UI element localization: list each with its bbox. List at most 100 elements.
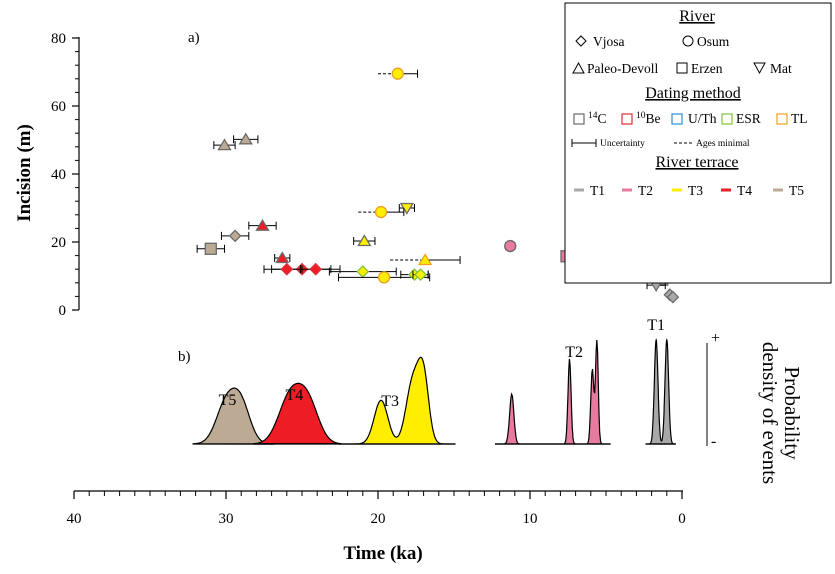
data-point [299,262,332,276]
pd-plus-label: + [711,330,720,347]
legend-river-paleo-devoll: Paleo-Devoll [572,61,658,76]
square-icon [671,113,683,125]
pd-minus-label: - [711,433,716,450]
y-ticks: 0 20 40 60 80 [51,31,79,319]
triangle-up-icon [275,251,290,264]
triangle-up-icon [238,132,253,145]
data-point [196,242,225,255]
error-bar-icon [571,139,597,147]
circle-icon [374,205,388,219]
legend-terrace-label: T4 [737,183,752,198]
legend-river-label: Paleo-Devoll [587,61,658,76]
legend-terrace-label: T5 [789,183,804,198]
legend-river-title: River [679,8,715,25]
legend-method-label: 10Be [636,111,661,126]
legend-river-label: Vjosa [593,34,625,49]
density-label-t3: T3 [381,393,399,410]
square-icon [621,113,633,125]
probability-density-axis: + - Probability density of events [706,330,804,484]
density-curve-t1 [645,338,676,445]
legend-river-erzen: Erzen [676,61,723,76]
y-tick-label: 20 [51,235,66,251]
legend-method-tl: TL [776,111,808,126]
density-label-t1: T1 [647,317,665,334]
x-tick-label: 20 [371,511,386,527]
pd-title-line1: Probability [780,366,804,460]
triangle-up-icon [357,234,372,247]
legend-terrace-label: T3 [688,183,703,198]
legend-method-10be: 10Be [621,111,661,126]
data-point [666,290,680,304]
diamond-icon [280,262,294,276]
y-tick-label: 0 [59,303,67,319]
x-axis-title: Time (ka) [343,543,422,564]
data-point [412,268,429,282]
density-labels: T5 T4 T3 T2 T1 [219,317,665,410]
panel-label-b: b) [178,349,191,365]
legend-river-label: Mat [770,61,792,76]
legend-river-label: Osum [697,34,730,49]
circle-icon [391,67,404,80]
diamond-icon [575,35,587,47]
legend-method-label: ESR [736,111,761,126]
legend-ages-minimal-label: Ages minimal [696,139,750,149]
density-label-t2: T2 [565,344,583,361]
data-point [220,229,250,243]
legend-method-14c: 14C [573,111,607,126]
legend: River Vjosa Osum Paleo-Devoll Erzen Mat … [564,2,832,284]
circle-icon [504,239,517,253]
legend-terrace-t1: T1 [574,183,605,198]
data-point [248,218,277,231]
legend-method-title: Dating method [645,85,741,102]
circle-icon [377,271,391,284]
diamond-icon [414,268,427,282]
square-icon [676,62,688,74]
data-point [378,67,419,80]
y-tick-label: 40 [51,167,66,183]
y-axis: 0 20 40 60 80 Incision (m) [14,31,80,319]
data-point [358,205,405,219]
legend-method-label: U/Th [688,111,717,126]
x-tick-label: 0 [678,511,686,527]
legend-river-vjosa: Vjosa [575,34,625,49]
y-tick-label: 80 [51,31,66,47]
data-point [233,132,259,145]
data-point [504,239,517,253]
diamond-icon [309,262,323,276]
legend-uncertainty-label: Uncertainty [600,139,645,149]
triangle-up-icon [255,218,270,231]
data-point [213,138,236,151]
density-label-t4: T4 [286,387,304,404]
y-axis-title: Incision (m) [14,124,35,222]
diamond-icon [666,290,680,304]
triangle-up-icon [572,61,585,74]
circle-icon [682,35,694,47]
x-tick-label: 30 [219,511,234,527]
triangle-down-icon [753,62,766,75]
x-tick-label: 10 [523,511,538,527]
diamond-icon [356,265,370,278]
legend-method-label: 14C [588,111,607,126]
legend-river-osum: Osum [682,34,730,49]
diamond-icon [228,229,242,243]
x-tick-label: 40 [67,511,82,527]
legend-river-mat: Mat [753,61,792,76]
legend-terrace-t5: T5 [773,183,804,198]
legend-method-esr: ESR [721,111,761,126]
density-curve-t5 [192,387,275,445]
legend-terraces: T1 T2 T3 T4 T5 [574,183,804,198]
data-point [390,253,461,266]
square-icon [721,113,733,125]
density-curves [192,338,676,445]
x-axis: 40 30 20 10 0 Time (ka) [67,490,686,564]
legend-terrace-title: River terrace [655,154,738,171]
square-icon [573,113,585,125]
data-point [271,262,303,276]
x-ticks: 40 30 20 10 0 [67,491,686,527]
legend-terrace-label: T1 [590,183,605,198]
legend-box [564,2,832,284]
density-curve-t2 [495,339,611,445]
legend-uncertainty: Uncertainty [571,139,645,149]
legend-terrace-t4: T4 [721,183,752,198]
